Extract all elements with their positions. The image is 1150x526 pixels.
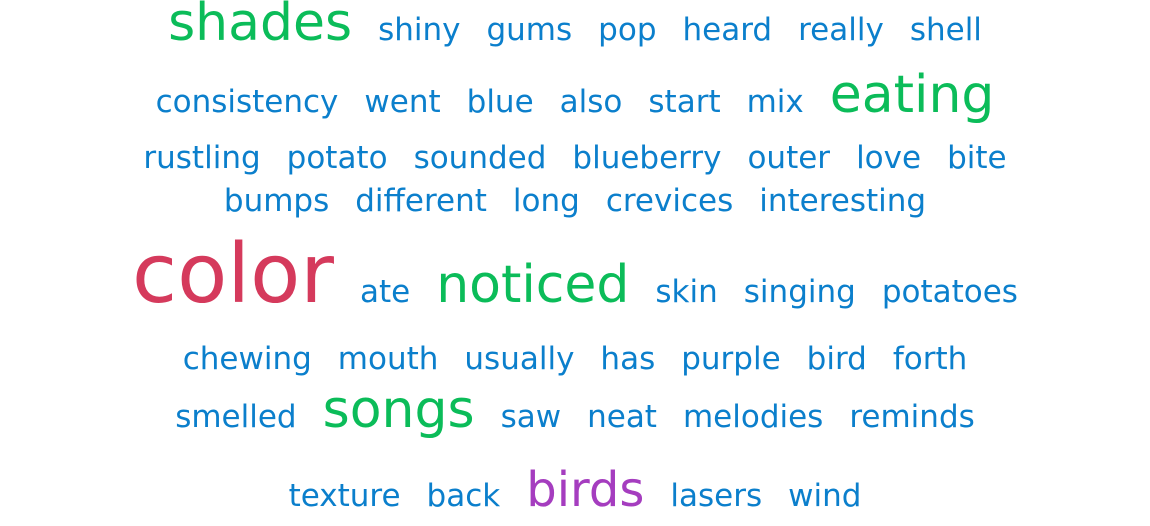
word-mouth: mouth xyxy=(337,341,439,377)
word-shiny: shiny xyxy=(378,12,461,48)
word-different: different xyxy=(355,183,487,219)
word-outer: outer xyxy=(747,140,831,176)
word-mix: mix xyxy=(746,84,804,120)
word-row: color ate noticed skin singing potatoes xyxy=(0,234,1150,316)
word-songs: songs xyxy=(322,380,475,440)
word-wind: wind xyxy=(788,478,862,514)
word-interesting: interesting xyxy=(759,183,927,219)
word-shell: shell xyxy=(909,12,982,48)
word-texture: texture xyxy=(288,478,401,514)
word-skin: skin xyxy=(655,274,718,310)
word-bird: bird xyxy=(806,341,867,377)
word-start: start xyxy=(648,84,721,120)
word-row: rustling potato sounded blueberry outer love b… xyxy=(0,143,1150,174)
word-forth: forth xyxy=(892,341,968,377)
word-blueberry: blueberry xyxy=(572,140,722,176)
word-blue: blue xyxy=(466,84,534,120)
word-reminds: reminds xyxy=(849,399,975,435)
word-crevices: crevices xyxy=(605,183,734,219)
word-sounded: sounded xyxy=(413,140,547,176)
word-eating: eating xyxy=(829,65,995,125)
word-row: bumps different long crevices interesting xyxy=(0,186,1150,217)
word-also: also xyxy=(559,84,623,120)
word-purple: purple xyxy=(681,341,781,377)
word-chewing: chewing xyxy=(182,341,312,377)
word-lasers: lasers xyxy=(670,478,763,514)
word-potatoes: potatoes xyxy=(881,274,1018,310)
word-singing: singing xyxy=(743,274,856,310)
word-back: back xyxy=(426,478,501,514)
word-love: love xyxy=(856,140,922,176)
word-noticed: noticed xyxy=(436,255,630,315)
word-melodies: melodies xyxy=(682,399,824,435)
word-row: shades shiny gums pop heard really shell xyxy=(0,0,1150,49)
word-went: went xyxy=(364,84,441,120)
word-really: really xyxy=(798,12,884,48)
word-row: consistency went blue also start mix eating xyxy=(0,69,1150,121)
word-has: has xyxy=(600,341,656,377)
word-heard: heard xyxy=(682,12,773,48)
word-ate: ate xyxy=(359,274,411,310)
word-bite: bite xyxy=(947,140,1007,176)
word-row: chewing mouth usually has purple bird forth xyxy=(0,344,1150,375)
word-gums: gums xyxy=(486,12,573,48)
word-consistency: consistency xyxy=(155,84,339,120)
word-row: smelled songs saw neat melodies reminds xyxy=(0,384,1150,436)
word-neat: neat xyxy=(587,399,657,435)
word-rustling: rustling xyxy=(143,140,261,176)
word-long: long xyxy=(512,183,580,219)
word-color: color xyxy=(132,227,334,322)
word-pop: pop xyxy=(598,12,657,48)
word-row: texture back birds lasers wind xyxy=(0,466,1150,514)
word-potato: potato xyxy=(286,140,388,176)
word-smelled: smelled xyxy=(175,399,297,435)
word-usually: usually xyxy=(464,341,575,377)
word-bumps: bumps xyxy=(223,183,330,219)
word-saw: saw xyxy=(500,399,562,435)
word-birds: birds xyxy=(526,462,645,518)
word-shades: shades xyxy=(168,0,353,53)
